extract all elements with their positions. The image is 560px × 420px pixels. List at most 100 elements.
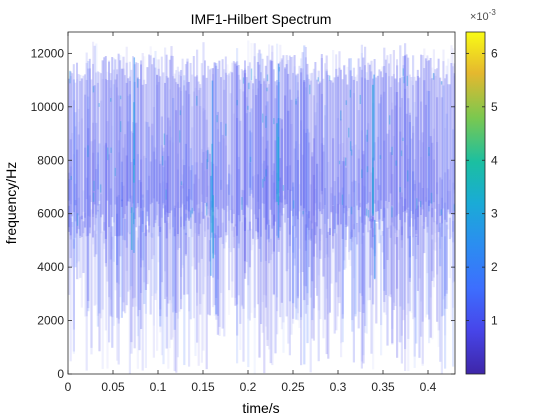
heatmap-cell — [306, 63, 309, 228]
heatmap-cell — [168, 59, 171, 214]
heatmap-cell — [71, 133, 74, 228]
heatmap-cell — [180, 69, 183, 310]
heatmap-cell — [406, 75, 409, 86]
heatmap-cell — [432, 223, 435, 250]
heatmap-cell — [292, 56, 295, 324]
heatmap-cell — [386, 227, 389, 261]
heatmap-cell — [252, 83, 254, 239]
heatmap-cell — [316, 102, 319, 220]
heatmap-cell — [245, 77, 248, 205]
heatmap-cell — [314, 62, 317, 236]
heatmap-cell — [295, 141, 298, 309]
heatmap-cell — [167, 117, 170, 214]
heatmap-cell — [274, 140, 277, 354]
heatmap-cell — [432, 73, 435, 203]
heatmap-cell — [213, 217, 216, 317]
heatmap-cell — [236, 61, 239, 305]
heatmap-cell — [327, 231, 330, 359]
colorbar — [465, 31, 486, 375]
heatmap-cell — [344, 157, 347, 166]
heatmap-cell — [206, 159, 208, 170]
heatmap-cell — [146, 190, 149, 217]
heatmap-cell — [202, 75, 205, 219]
heatmap-cell — [341, 161, 344, 319]
heatmap-cell — [223, 69, 226, 337]
heatmap-cell — [421, 132, 424, 322]
heatmap-cell — [324, 105, 327, 224]
heatmap-cell — [226, 64, 229, 212]
heatmap-cell — [338, 160, 341, 165]
heatmap-cell — [258, 49, 261, 358]
heatmap-cell — [287, 73, 290, 218]
heatmap-cell — [236, 48, 239, 364]
heatmap-cell — [111, 226, 114, 348]
heatmap-cell — [95, 122, 98, 215]
heatmap-cell — [303, 45, 306, 365]
heatmap-cell — [424, 197, 427, 318]
heatmap-cell — [317, 84, 320, 276]
heatmap-cell — [183, 85, 186, 230]
heatmap-cell — [320, 54, 323, 215]
heatmap-cell — [263, 160, 266, 218]
heatmap-cell — [306, 74, 309, 344]
heatmap-cell — [370, 172, 373, 223]
heatmap-cell — [229, 71, 232, 211]
heatmap-cell — [293, 237, 296, 259]
heatmap-cell — [402, 64, 405, 310]
heatmap-cell — [351, 229, 354, 332]
heatmap-cell — [109, 87, 112, 315]
heatmap-cell — [184, 213, 187, 236]
heatmap-cell — [226, 184, 229, 206]
heatmap-cell — [316, 79, 318, 227]
heatmap-cell — [152, 106, 155, 358]
x-tick-label: 0.1 — [150, 380, 167, 394]
heatmap-cell — [152, 146, 155, 326]
heatmap-cell — [428, 200, 431, 320]
heatmap-cell — [199, 84, 202, 224]
x-axis-label: time/s — [242, 400, 279, 416]
heatmap-cell — [184, 232, 187, 255]
heatmap-cell — [279, 158, 282, 228]
heatmap-cell — [399, 78, 402, 220]
heatmap-cell — [383, 140, 386, 269]
heatmap-cell — [325, 72, 328, 299]
heatmap-cell — [295, 100, 298, 216]
heatmap-cell — [213, 233, 216, 255]
heatmap-cell — [381, 77, 384, 222]
heatmap-cell — [314, 222, 317, 244]
heatmap-cell — [162, 147, 165, 205]
heatmap-cell — [407, 158, 410, 339]
heatmap-cell — [173, 207, 176, 330]
heatmap-cell — [383, 47, 386, 302]
heatmap-cell — [450, 45, 453, 238]
heatmap-cell — [357, 110, 360, 233]
heatmap-cell — [348, 216, 351, 253]
heatmap-cell — [247, 83, 250, 368]
heatmap-cell — [344, 205, 347, 228]
heatmap-cell — [202, 111, 205, 219]
heatmap-cell — [394, 105, 397, 245]
heatmap-cell — [135, 122, 138, 209]
heatmap-hotspot — [372, 84, 374, 214]
heatmap-cell — [188, 166, 191, 312]
heatmap-cell — [146, 122, 149, 222]
heatmap-cell — [165, 189, 167, 200]
heatmap-cell — [383, 91, 386, 313]
heatmap-cell — [282, 55, 285, 208]
heatmap-cell — [440, 179, 443, 317]
heatmap-cell — [112, 84, 115, 262]
heatmap-cell — [432, 128, 435, 288]
heatmap-cell — [405, 145, 408, 315]
heatmap-cell — [82, 221, 85, 274]
heatmap-cell — [447, 190, 450, 213]
heatmap-cell — [311, 228, 314, 321]
heatmap-cell — [421, 142, 424, 364]
heatmap-cell — [440, 97, 443, 224]
heatmap-cell — [320, 58, 323, 195]
heatmap-cell — [269, 238, 272, 261]
heatmap-cell — [244, 60, 246, 231]
heatmap-cell — [362, 185, 365, 356]
heatmap-cell — [399, 107, 402, 200]
heatmap-cell — [148, 126, 151, 226]
plot-area — [68, 32, 455, 374]
